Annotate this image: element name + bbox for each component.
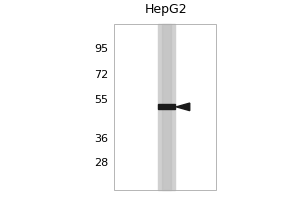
Text: 36: 36 [94,134,108,144]
Bar [158,104,175,109]
Polygon shape [176,103,190,111]
Text: 72: 72 [94,70,108,80]
Text: HepG2: HepG2 [145,3,188,16]
Bar [158,24,175,190]
Bar [114,24,216,190]
Bar [162,24,171,190]
Text: 28: 28 [94,158,108,168]
Text: 55: 55 [94,95,108,105]
Text: 95: 95 [94,44,108,54]
